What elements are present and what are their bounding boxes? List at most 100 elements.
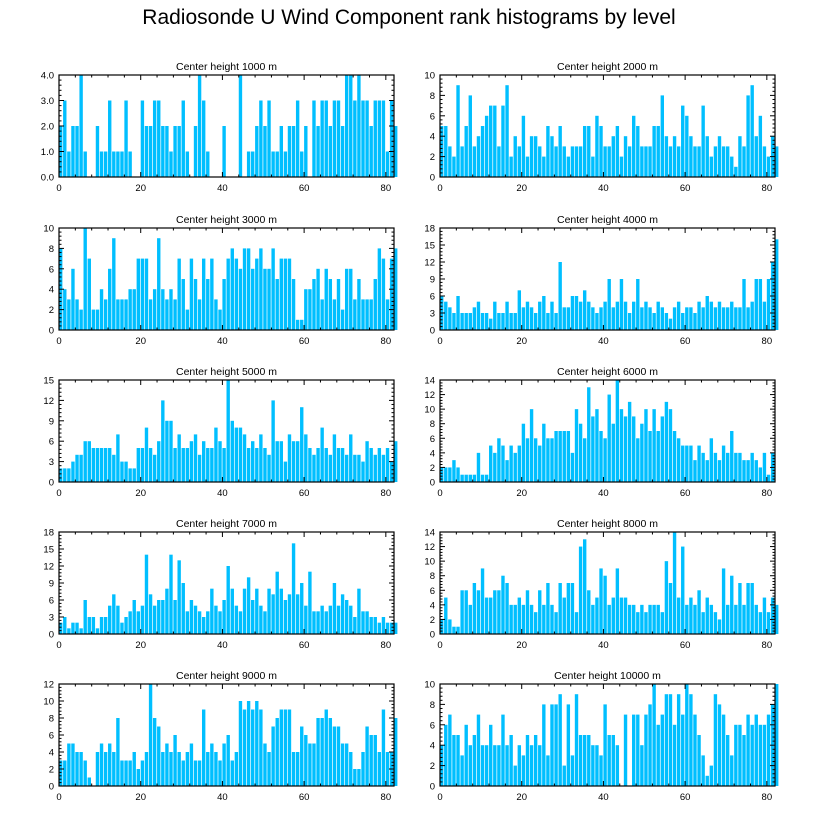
histogram-bar — [189, 441, 194, 482]
histogram-bar — [570, 583, 575, 634]
histogram-bar — [550, 136, 554, 177]
histogram-bar — [95, 448, 100, 482]
histogram-bar — [644, 612, 648, 634]
histogram-bar — [472, 146, 477, 177]
histogram-bar — [701, 612, 705, 634]
histogram-bar — [108, 448, 112, 482]
x-tick-label: 40 — [217, 336, 228, 347]
histogram-bar — [210, 258, 214, 330]
histogram-bar — [676, 146, 681, 177]
histogram-bar — [300, 583, 304, 634]
histogram-bar — [668, 583, 673, 634]
histogram-bar — [448, 146, 452, 177]
histogram-bar — [197, 611, 202, 634]
histogram-bar — [320, 299, 324, 330]
histogram-bar — [456, 626, 460, 634]
y-tick-label: 6 — [430, 434, 435, 445]
histogram-bar — [108, 605, 112, 634]
histogram-bar — [440, 467, 444, 482]
histogram-bar — [619, 409, 624, 482]
plot-frame — [439, 379, 776, 483]
histogram-bar — [758, 724, 763, 786]
histogram-bar — [505, 745, 509, 786]
histogram-bar — [464, 724, 468, 786]
histogram-bar — [226, 735, 230, 786]
histogram-bar — [717, 301, 722, 330]
histogram-bar — [672, 431, 677, 482]
histogram-bar — [775, 146, 779, 177]
x-tick-label: 80 — [762, 183, 773, 194]
histogram-bar — [513, 452, 517, 482]
histogram-bar — [521, 604, 526, 634]
y-tick-label: 12 — [424, 542, 435, 553]
histogram-bar — [538, 590, 542, 634]
histogram-bar — [529, 409, 534, 482]
histogram-bar — [533, 136, 538, 177]
y-tick-label: 14 — [424, 528, 435, 539]
histogram-bar — [83, 760, 87, 786]
chart-panel-7: Center height 7000 m 0 20 40 60 80 0 3 6 9 12 15 18 — [43, 518, 398, 651]
histogram-bar — [619, 597, 624, 634]
histogram-bar — [746, 714, 750, 786]
histogram-bar — [353, 454, 357, 482]
histogram-bar — [697, 146, 701, 177]
histogram-bar — [476, 714, 481, 786]
histogram-bar — [275, 441, 279, 482]
y-tick-label: 8 — [49, 244, 54, 255]
histogram-bar — [291, 441, 296, 482]
histogram-bar — [177, 560, 181, 634]
histogram-bar — [632, 115, 636, 177]
histogram-bar — [472, 307, 477, 330]
histogram-bar — [95, 752, 100, 786]
histogram-bar — [218, 309, 222, 330]
x-tick-label: 40 — [217, 488, 228, 499]
histogram-bar — [320, 427, 324, 482]
histogram-bar — [214, 605, 218, 634]
histogram-bar — [373, 454, 377, 482]
histogram-bar — [201, 100, 206, 177]
histogram-bar — [381, 709, 386, 786]
histogram-bar — [275, 279, 279, 330]
histogram-bar — [709, 156, 714, 177]
panel-title: Center height 10000 m — [554, 670, 661, 682]
histogram-bar — [672, 724, 677, 786]
histogram-bar — [676, 301, 681, 330]
histogram-bar — [521, 307, 526, 330]
histogram-bar — [242, 434, 247, 482]
y-tick-label: 6 — [49, 596, 54, 607]
histogram-bar — [173, 299, 177, 330]
y-tick-label: 12 — [43, 680, 54, 691]
histogram-bar — [328, 718, 333, 786]
histogram-bar — [509, 156, 513, 177]
histogram-bar — [279, 709, 283, 786]
y-tick-label: 0 — [49, 630, 54, 641]
y-tick-label: 9 — [49, 416, 54, 427]
x-tick-label: 60 — [299, 488, 310, 499]
histogram-bar — [197, 299, 202, 330]
histogram-bar — [644, 301, 648, 330]
histogram-bar — [377, 100, 382, 177]
histogram-bar — [320, 100, 324, 177]
histogram-bar — [128, 468, 132, 482]
histogram-bar — [287, 594, 292, 634]
histogram-bar — [652, 409, 656, 482]
histogram-bar — [394, 718, 398, 786]
histogram-bar — [615, 126, 620, 177]
x-tick-label: 60 — [299, 792, 310, 803]
histogram-bar — [529, 136, 534, 177]
histogram-bar — [693, 604, 697, 634]
histogram-bar — [623, 416, 628, 482]
histogram-bar — [291, 543, 296, 634]
x-tick-label: 40 — [598, 336, 609, 347]
x-tick-label: 40 — [217, 640, 228, 651]
histogram-bar — [754, 136, 758, 177]
histogram-bar — [112, 752, 116, 786]
histogram-bar — [210, 448, 214, 482]
histogram-bar — [754, 279, 758, 330]
histogram-bar — [578, 146, 583, 177]
histogram-bar — [660, 307, 664, 330]
histogram-bar — [480, 313, 485, 330]
histogram-bar — [607, 279, 611, 330]
histogram-bar — [644, 714, 648, 786]
plot-frame — [439, 74, 776, 178]
